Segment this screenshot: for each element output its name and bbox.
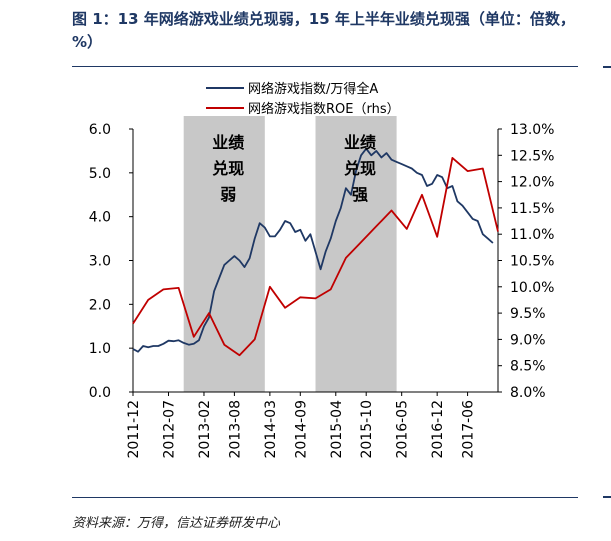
x-tick-label: 2011-12: [126, 400, 142, 459]
x-tick-label: 2013-08: [227, 400, 243, 459]
shaded-region-1-label: 兑现: [212, 159, 244, 178]
x-tick-label: 2014-09: [293, 400, 309, 459]
x-tick-label: 2012-07: [161, 400, 177, 459]
shaded-region-1-label: 弱: [220, 185, 236, 204]
left-y-ticks: 0.0 1.0 2.0 3.0 4.0 5.0 6.0: [89, 122, 133, 401]
right-y-tick-label: 8.5%: [510, 359, 546, 375]
right-y-tick-label: 9.5%: [510, 306, 546, 322]
shaded-region-2-label: 兑现: [344, 159, 376, 178]
left-y-tick-label: 3.0: [89, 254, 111, 270]
legend: 网络游戏指数/万得全A 网络游戏指数ROE（rhs）: [206, 81, 400, 117]
series-lines: [132, 147, 499, 357]
shaded-region-1-label: 业绩: [212, 133, 244, 152]
right-y-tick-label: 12.0%: [510, 175, 554, 191]
x-ticks: 2011-12 2012-07 2013-02 2013-08 2014-03 2014-…: [126, 392, 477, 459]
left-y-tick-label: 0.0: [89, 385, 111, 401]
right-y-ticks: 8.0% 8.5% 9.0% 9.5% 10.0% 10.5% 11.0% 11.5% 12.0…: [498, 122, 554, 401]
title-divider: [72, 66, 578, 67]
right-y-tick-label: 11.5%: [510, 201, 554, 217]
shaded-region-2: [315, 116, 397, 392]
shaded-regions: [183, 116, 397, 392]
x-tick-label: 2016-05: [395, 400, 411, 459]
edge-mark-bottom: [603, 496, 611, 498]
source-divider: [72, 497, 578, 498]
series-line-2: [132, 156, 499, 357]
edge-mark-top: [603, 66, 611, 68]
right-y-tick-label: 8.0%: [510, 385, 546, 401]
shaded-region-2-label: 业绩: [344, 133, 376, 152]
figure-title: 图 1：13 年网络游戏业绩兑现弱，15 年上半年业绩兑现强（单位：倍数，%）: [72, 10, 575, 51]
legend-label-2: 网络游戏指数ROE（rhs）: [248, 101, 400, 117]
right-y-tick-label: 10.5%: [510, 254, 554, 270]
x-tick-label: 2017-06: [461, 400, 477, 459]
left-y-tick-label: 1.0: [89, 341, 111, 357]
shaded-region-2-label: 强: [352, 185, 368, 204]
series-line-1: [132, 147, 494, 353]
chart-svg: 0.0 1.0 2.0 3.0 4.0 5.0 6.0 8.0% 8.5% 9.0% 9.5% 10…: [89, 81, 555, 459]
left-y-tick-label: 4.0: [89, 210, 111, 226]
x-tick-label: 2015-10: [359, 400, 375, 459]
shaded-region-1: [183, 116, 265, 392]
x-tick-label: 2016-12: [430, 400, 446, 459]
x-tick-label: 2013-02: [197, 400, 213, 459]
legend-label-1: 网络游戏指数/万得全A: [248, 81, 378, 97]
right-y-tick-label: 10.0%: [510, 280, 554, 296]
source-note: 资料来源：万得，信达证券研发中心: [72, 516, 281, 531]
shaded-region-labels: 业绩兑现弱 业绩兑现强: [212, 133, 376, 204]
left-y-tick-label: 5.0: [89, 166, 111, 182]
right-y-tick-label: 9.0%: [510, 332, 546, 348]
right-y-tick-label: 11.0%: [510, 227, 554, 243]
right-y-tick-label: 12.5%: [510, 148, 554, 164]
left-y-tick-label: 2.0: [89, 297, 111, 313]
left-y-tick-label: 6.0: [89, 122, 111, 138]
x-tick-label: 2014-03: [263, 400, 279, 459]
x-tick-label: 2015-04: [329, 400, 345, 459]
right-y-tick-label: 13.0%: [510, 122, 554, 138]
